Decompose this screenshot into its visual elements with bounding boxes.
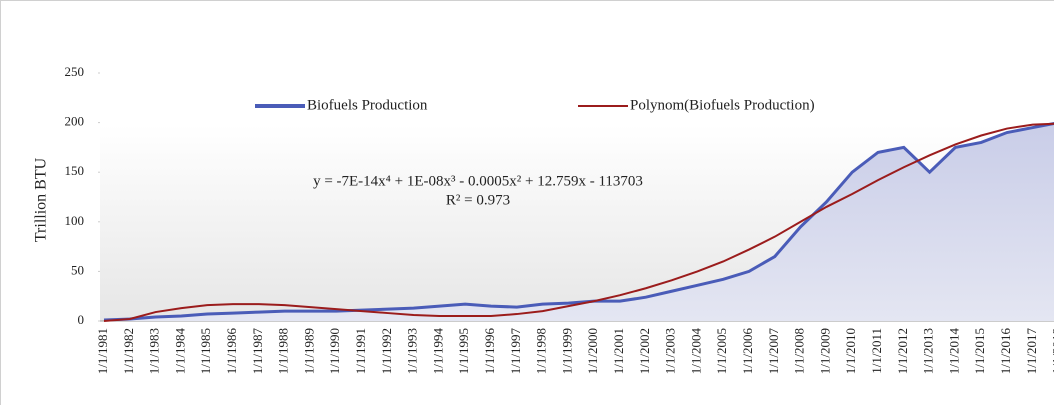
x-tick-label: 1/1/2011 [869,328,884,374]
x-tick-label: 1/1/1985 [198,328,213,374]
x-tick-label: 1/1/1995 [456,328,471,374]
x-tick-label: 1/1/1988 [276,328,291,374]
r-squared: R² = 0.973 [446,192,510,208]
x-tick-label: 1/1/2008 [792,328,807,374]
y-axis-label: Trillion BTU [33,157,50,242]
y-tick-label: 50 [71,262,84,277]
legend-label: Biofuels Production [307,97,428,113]
x-tick-label: 1/1/1982 [121,328,136,374]
x-tick-label: 1/1/2009 [817,328,832,374]
x-tick-label: 1/1/2007 [766,328,781,375]
y-tick-label: 250 [65,64,85,79]
x-tick-label: 1/1/2004 [688,328,703,375]
x-tick-label: 1/1/2012 [895,328,910,374]
y-tick-label: 150 [65,163,85,178]
x-tick-label: 1/1/2015 [972,328,987,374]
x-tick-label: 1/1/1990 [327,328,342,374]
x-tick-label: 1/1/1984 [172,328,187,375]
x-tick-label: 1/1/1993 [405,328,420,374]
legend-label: Polynom(Biofuels Production) [630,97,815,113]
x-tick-label: 1/1/2001 [611,328,626,374]
x-tick-label: 1/1/1981 [95,328,110,374]
line [103,122,1054,322]
x-tick-label: 1/1/2005 [714,328,729,374]
x-tick-label: 1/1/1983 [147,328,162,374]
x-tick-label: 1/1/1989 [301,328,316,374]
equation: y = -7E-14x⁴ + 1E-08x³ - 0.0005x² + 12.7… [313,173,643,189]
x-tick-label: 1/1/2006 [740,328,755,375]
y-tick-label: 0 [78,312,85,327]
y-tick-label: 200 [65,114,85,129]
x-tick-label: 1/1/1994 [430,328,445,375]
x-tick-label: 1/1/1999 [559,328,574,374]
x-tick-label: 1/1/1997 [508,328,523,375]
x-tick-label: 1/1/1998 [534,328,549,374]
x-tick-label: 1/1/2016 [998,328,1013,375]
x-tick-label: 1/1/2014 [946,328,961,375]
x-tick-label: 1/1/2000 [585,328,600,374]
x-tick-label: 1/1/2018 [1050,328,1054,374]
x-tick-label: 1/1/2003 [663,328,678,374]
y-tick-label: 100 [65,213,85,228]
x-tick-label: 1/1/1992 [379,328,394,374]
x-tick-label: 1/1/2010 [843,328,858,374]
x-tick-label: 1/1/2017 [1024,328,1039,375]
x-tick-label: 1/1/1996 [482,328,497,375]
x-tick-label: 1/1/1987 [250,328,265,375]
line [103,121,1054,322]
area [104,123,1054,321]
x-tick-label: 1/1/2013 [921,328,936,374]
x-tick-label: 1/1/2002 [637,328,652,374]
x-tick-label: 1/1/1991 [353,328,368,374]
x-tick-label: 1/1/1986 [224,328,239,375]
